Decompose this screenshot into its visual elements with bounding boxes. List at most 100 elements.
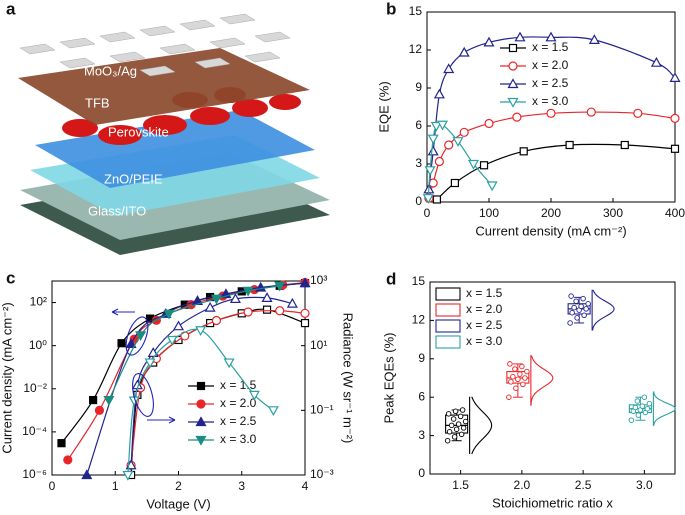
marker — [248, 390, 260, 401]
data-point — [573, 298, 579, 304]
data-point — [522, 375, 528, 381]
layer-label: TFB — [85, 95, 110, 110]
layer-label: Glass/ITO — [88, 203, 146, 218]
y-tick-label: 10⁻⁶ — [22, 467, 47, 481]
plot-frame — [429, 281, 676, 475]
marker — [479, 161, 489, 170]
data-point — [635, 412, 642, 418]
data-point — [646, 400, 653, 407]
y2-axis-title: Radiance (W sr⁻¹ m⁻²) — [341, 313, 356, 444]
data-point — [455, 421, 462, 427]
x-tick-label: 100 — [479, 206, 499, 220]
data-point — [512, 366, 518, 372]
marker — [117, 339, 126, 348]
data-point — [641, 394, 648, 400]
x-tick-label: 1.5 — [452, 478, 469, 492]
x-tick-label: 0 — [424, 206, 431, 220]
legend-label: x = 2.0 — [532, 58, 569, 72]
marker — [243, 307, 253, 317]
marker — [452, 137, 464, 147]
marker — [565, 140, 574, 150]
marker — [300, 308, 310, 318]
y-tick-label: 10⁰ — [29, 338, 47, 352]
x-tick-label: 4 — [302, 479, 309, 493]
data-point — [632, 404, 639, 411]
y-tick-label: 0 — [415, 194, 422, 208]
annotation-arrow — [111, 308, 135, 316]
y2-tick-label: 10³ — [310, 273, 327, 287]
x-tick-label: 2.0 — [514, 478, 531, 492]
marker — [486, 181, 498, 192]
marker — [459, 127, 469, 137]
marker — [122, 470, 134, 481]
data-point — [460, 425, 467, 431]
marker — [588, 34, 600, 44]
data-point — [510, 373, 516, 380]
marker — [163, 309, 175, 320]
marker — [63, 455, 73, 465]
marker — [434, 156, 444, 167]
data-point — [459, 407, 466, 413]
legend-label: x = 1.5 — [220, 378, 257, 392]
marker — [424, 166, 436, 177]
legend-label: x = 3.0 — [532, 94, 569, 108]
y-axis-title: Peak EQEs (%) — [381, 332, 396, 423]
marker — [427, 145, 439, 156]
marker — [669, 72, 681, 82]
data-point — [458, 431, 465, 438]
electrode-pads — [19, 13, 291, 77]
y-tick-label: 12 — [412, 313, 426, 327]
y-tick-label: 0 — [418, 466, 425, 480]
data-point — [520, 381, 526, 388]
legend-marker — [196, 381, 206, 391]
panel-label: a — [6, 0, 16, 18]
marker — [274, 281, 286, 292]
marker — [223, 358, 235, 369]
legend-swatch — [435, 319, 461, 333]
legend-marker — [196, 399, 206, 409]
density-curve — [530, 355, 554, 406]
marker — [286, 297, 298, 308]
y2-tick-label: 10⁻³ — [310, 467, 334, 481]
marker — [514, 31, 526, 42]
y-tick-label: 9 — [418, 351, 425, 365]
marker — [125, 338, 137, 349]
legend-marker — [195, 435, 207, 446]
data-point — [506, 394, 512, 400]
marker — [483, 36, 495, 47]
data-point — [513, 385, 519, 391]
x-tick-label: 200 — [541, 206, 561, 220]
x-tick-label: 400 — [665, 206, 685, 220]
legend-label: x = 2.0 — [466, 302, 503, 316]
y-tick-label: 3 — [415, 156, 422, 170]
y-tick-label: 6 — [415, 118, 422, 132]
data-point — [508, 379, 514, 385]
annotation-ellipse — [132, 373, 154, 417]
x-tick-label: 3 — [238, 479, 245, 493]
marker — [229, 293, 241, 303]
marker — [267, 406, 279, 417]
marker — [300, 318, 310, 328]
x-tick-label: 0 — [49, 479, 56, 493]
y2-tick-label: 10¹ — [310, 338, 327, 352]
legend-marker — [195, 416, 207, 427]
data-point — [583, 306, 589, 312]
y-tick-label: 6 — [418, 389, 425, 403]
marker — [436, 120, 449, 131]
density-curve — [469, 396, 493, 455]
marker — [427, 134, 439, 145]
series-line — [130, 310, 306, 466]
data-point — [585, 301, 591, 307]
legend-marker — [507, 97, 519, 108]
data-point — [644, 405, 651, 412]
legend-label: x = 1.5 — [532, 40, 569, 54]
legend-marker — [508, 61, 518, 71]
marker — [512, 112, 522, 122]
data-point — [580, 295, 586, 302]
y2-tick-label: 10⁻¹ — [310, 403, 334, 417]
marker — [422, 194, 434, 204]
data-point — [457, 413, 464, 420]
marker — [519, 147, 528, 156]
legend-swatch — [435, 335, 461, 349]
marker — [57, 439, 66, 448]
